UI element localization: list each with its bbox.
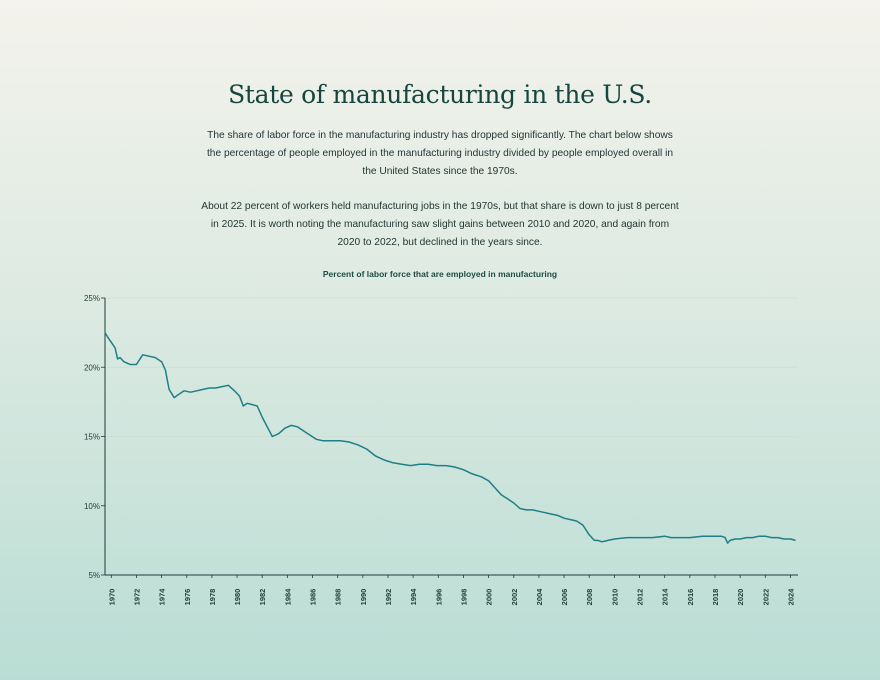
y-axis-ticks: 5% 10% 15% 20% 25% (84, 294, 105, 580)
series-line-manufacturing-share (104, 332, 796, 544)
x-tick-label: 1980 (233, 589, 242, 606)
y-tick-label: 20% (84, 363, 100, 372)
x-tick-label: 1992 (384, 589, 393, 606)
x-tick-label: 2020 (736, 589, 745, 606)
x-tick-label: 2002 (510, 589, 519, 606)
y-tick-label: 5% (88, 571, 100, 580)
x-tick-label: 1978 (208, 589, 217, 606)
x-tick-label: 1976 (183, 589, 192, 606)
x-tick-label: 1984 (283, 588, 292, 606)
x-tick-label: 2022 (761, 589, 770, 606)
intro-paragraph: The share of labor force in the manufact… (206, 130, 674, 177)
x-tick-label: 2018 (711, 589, 720, 606)
chart-title: Percent of labor force that are employed… (322, 269, 558, 279)
x-tick-label: 2008 (585, 589, 594, 606)
series-lines (104, 332, 796, 544)
x-tick-label: 2016 (686, 589, 695, 606)
x-tick-label: 1998 (459, 589, 468, 606)
x-tick-label: 1988 (334, 589, 343, 606)
x-tick-label: 1972 (132, 589, 141, 606)
x-tick-label: 2012 (636, 589, 645, 606)
y-tick-label: 10% (84, 502, 100, 511)
y-tick-label: 25% (84, 294, 100, 303)
page-title: State of manufacturing in the U.S. (228, 80, 652, 109)
x-tick-label: 1982 (258, 589, 267, 606)
x-tick-label: 2024 (786, 588, 795, 606)
x-tick-label: 1996 (434, 589, 443, 606)
x-tick-label: 1970 (107, 589, 116, 606)
x-tick-label: 2004 (535, 588, 544, 606)
grid-lines (105, 297, 798, 507)
x-tick-label: 1994 (409, 588, 418, 606)
x-tick-label: 2000 (485, 589, 494, 606)
y-tick-label: 15% (84, 433, 100, 442)
x-axis-ticks: 1970 1972 1974 1976 1978 1980 1982 1984 1986 1988… (107, 575, 795, 605)
x-tick-label: 1974 (158, 588, 167, 606)
x-tick-label: 1990 (359, 589, 368, 606)
x-tick-label: 2010 (610, 589, 619, 606)
x-tick-label: 1986 (309, 589, 318, 606)
summary-paragraph: About 22 percent of workers held manufac… (201, 201, 679, 248)
x-tick-label: 2014 (661, 588, 670, 606)
x-tick-label: 2006 (560, 589, 569, 606)
